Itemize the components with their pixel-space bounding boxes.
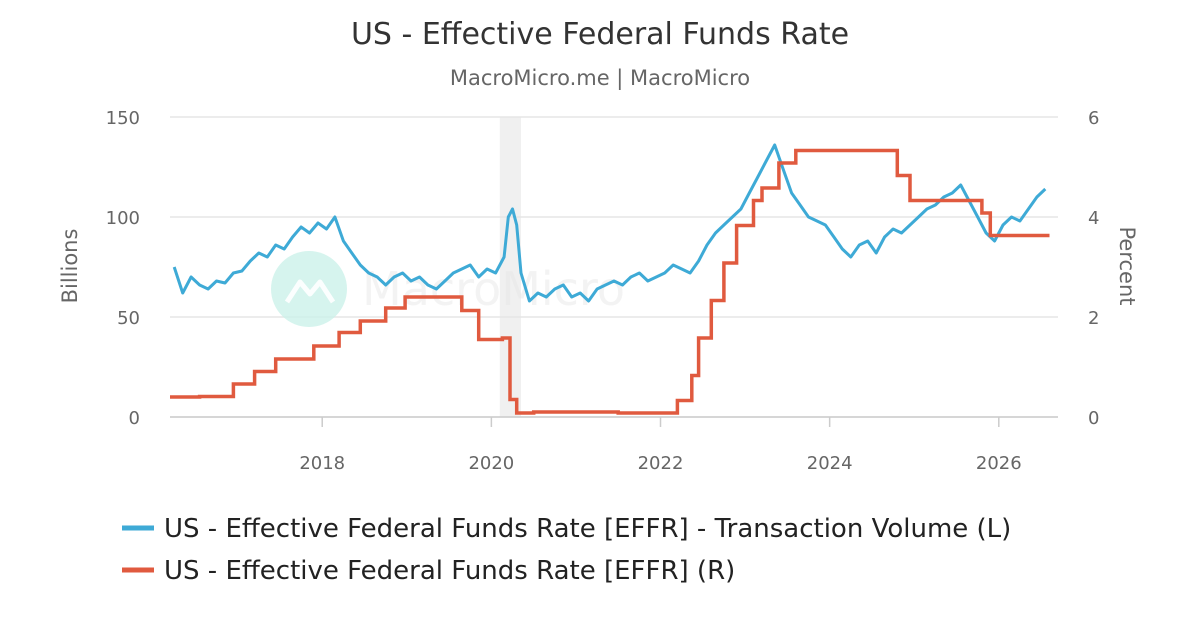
legend[interactable]: US - Effective Federal Funds Rate [EFFR]…: [122, 514, 1011, 586]
x-tick-label: 2018: [299, 453, 345, 474]
legend-item-rate[interactable]: US - Effective Federal Funds Rate [EFFR]…: [122, 556, 735, 586]
legend-item-volume[interactable]: US - Effective Federal Funds Rate [EFFR]…: [122, 514, 1011, 544]
y-right-tick-label: 4: [1088, 208, 1099, 229]
y-left-axis-title: Billions: [58, 229, 82, 304]
y-right-tick-label: 2: [1088, 308, 1099, 329]
series-line-transaction-volume[interactable]: [172, 143, 1047, 303]
recession-band: [499, 117, 521, 417]
chart-subtitle: MacroMicro.me | MacroMicro: [450, 66, 750, 91]
y-left-tick-label: 0: [129, 408, 140, 429]
chart-title: US - Effective Federal Funds Rate: [351, 17, 849, 52]
x-tick-label: 2020: [468, 453, 514, 474]
y-left-tick-label: 50: [117, 308, 140, 329]
watermark-logo-mark-icon: [284, 279, 336, 304]
legend-label-rate: US - Effective Federal Funds Rate [EFFR]…: [164, 556, 735, 586]
x-tick-label: 2024: [807, 453, 853, 474]
x-tick-label: 2022: [638, 453, 684, 474]
x-tick-label: 2026: [976, 453, 1022, 474]
y-right-axis-title: Percent: [1115, 226, 1139, 305]
legend-label-volume: US - Effective Federal Funds Rate [EFFR]…: [164, 514, 1011, 544]
y-right-tick-label: 0: [1088, 408, 1099, 429]
y-left-tick-label: 150: [106, 108, 140, 129]
y-right-tick-label: 6: [1088, 108, 1099, 129]
series-line-effr[interactable]: [170, 148, 1050, 415]
y-left-tick-label: 100: [106, 208, 140, 229]
